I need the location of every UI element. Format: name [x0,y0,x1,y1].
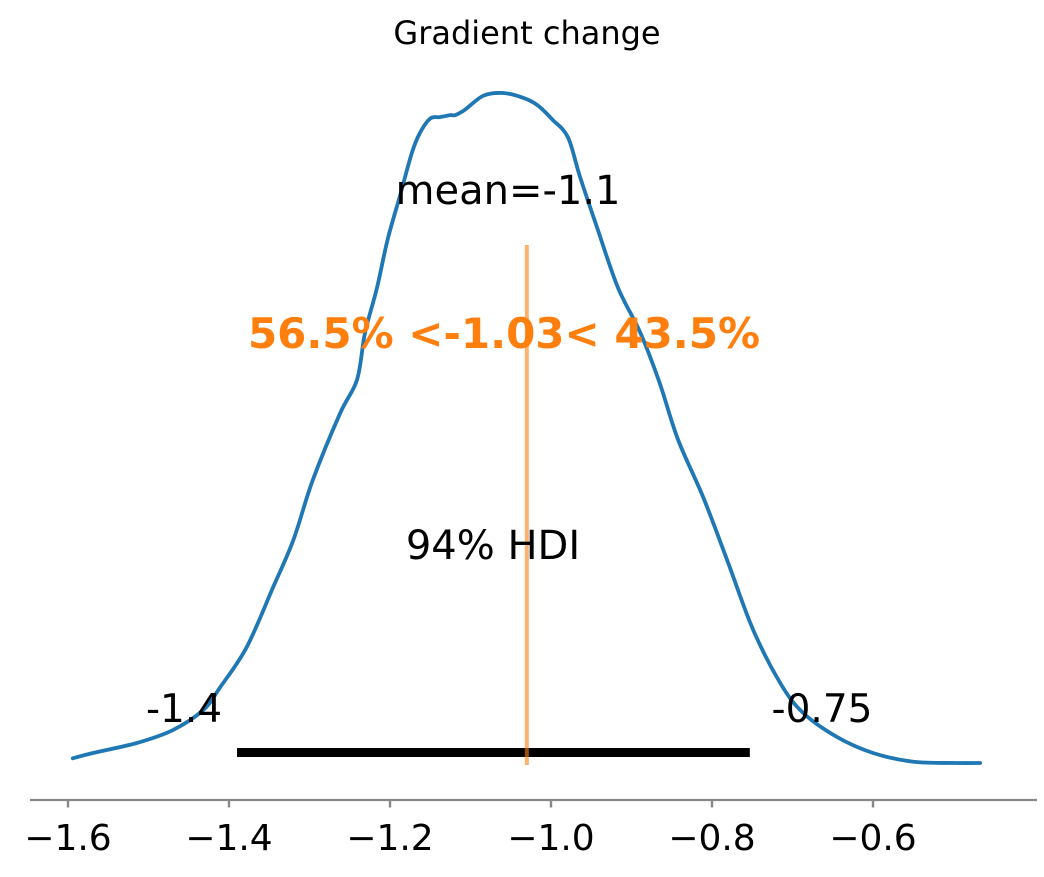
x-tick-label: −1.0 [507,818,594,859]
mean-label: mean=-1.1 [395,168,621,214]
x-axis-ticks: −1.6 −1.4 −1.2 −1.0 −0.8 −0.6 [24,800,917,859]
hdi-high-label: -0.75 [771,687,873,732]
hdi-label: 94% HDI [405,523,581,569]
plot-title: Gradient change [393,14,661,52]
hdi-low-label: -1.4 [145,687,223,732]
x-tick-label: −0.8 [668,818,755,859]
x-tick-label: −1.2 [346,818,433,859]
ref-value-label: 56.5% <-1.03< 43.5% [247,309,761,358]
x-tick-label: −0.6 [829,818,916,859]
x-tick-label: −1.6 [24,818,111,859]
kde-curve [70,91,982,765]
x-tick-label: −1.4 [185,818,272,859]
